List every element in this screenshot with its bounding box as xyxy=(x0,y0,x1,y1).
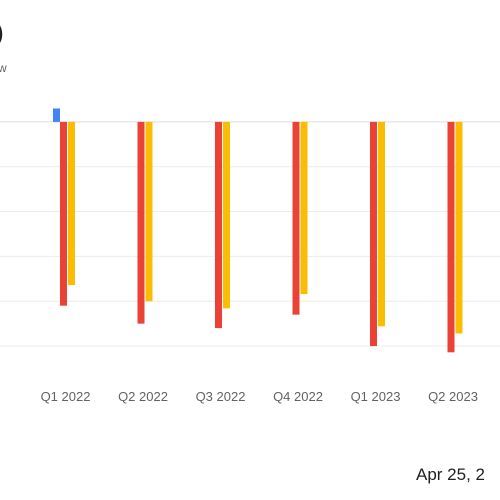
bar xyxy=(137,121,145,324)
x-tick-label: Q2 2022 xyxy=(118,389,168,404)
bar xyxy=(300,121,308,295)
bars xyxy=(53,108,463,353)
bar xyxy=(215,121,222,329)
bar xyxy=(378,121,385,327)
x-tick-label: Q4 2022 xyxy=(273,389,323,404)
x-tick-label: Q3 2022 xyxy=(196,389,246,404)
bar xyxy=(447,121,455,353)
bar xyxy=(223,121,230,309)
bar xyxy=(53,108,60,122)
bar xyxy=(60,121,67,306)
bar xyxy=(370,121,377,347)
x-tick-label: Q1 2023 xyxy=(351,389,401,404)
bar xyxy=(68,121,75,286)
date-label: Apr 25, 2 xyxy=(416,465,485,484)
chart-subtitle-fragment: w xyxy=(0,61,7,75)
x-tick-label: Q1 2022 xyxy=(41,389,91,404)
x-tick-label: Q2 2023 xyxy=(428,389,478,404)
bar xyxy=(145,121,153,302)
bar xyxy=(292,121,300,315)
gridlines xyxy=(0,121,500,347)
chart-title-fragment: ) xyxy=(0,20,3,45)
bar xyxy=(455,121,463,334)
